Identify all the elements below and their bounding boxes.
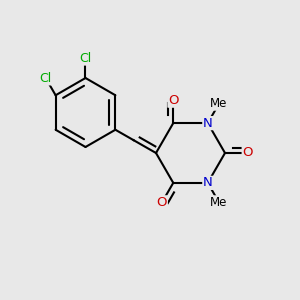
Text: O: O — [168, 94, 178, 107]
Text: N: N — [203, 117, 213, 130]
Text: Cl: Cl — [40, 72, 52, 85]
Text: Me: Me — [210, 97, 228, 110]
Text: Cl: Cl — [80, 52, 92, 65]
Text: Me: Me — [210, 196, 228, 209]
Text: O: O — [242, 146, 253, 160]
Text: O: O — [157, 196, 167, 209]
Text: N: N — [203, 176, 213, 189]
